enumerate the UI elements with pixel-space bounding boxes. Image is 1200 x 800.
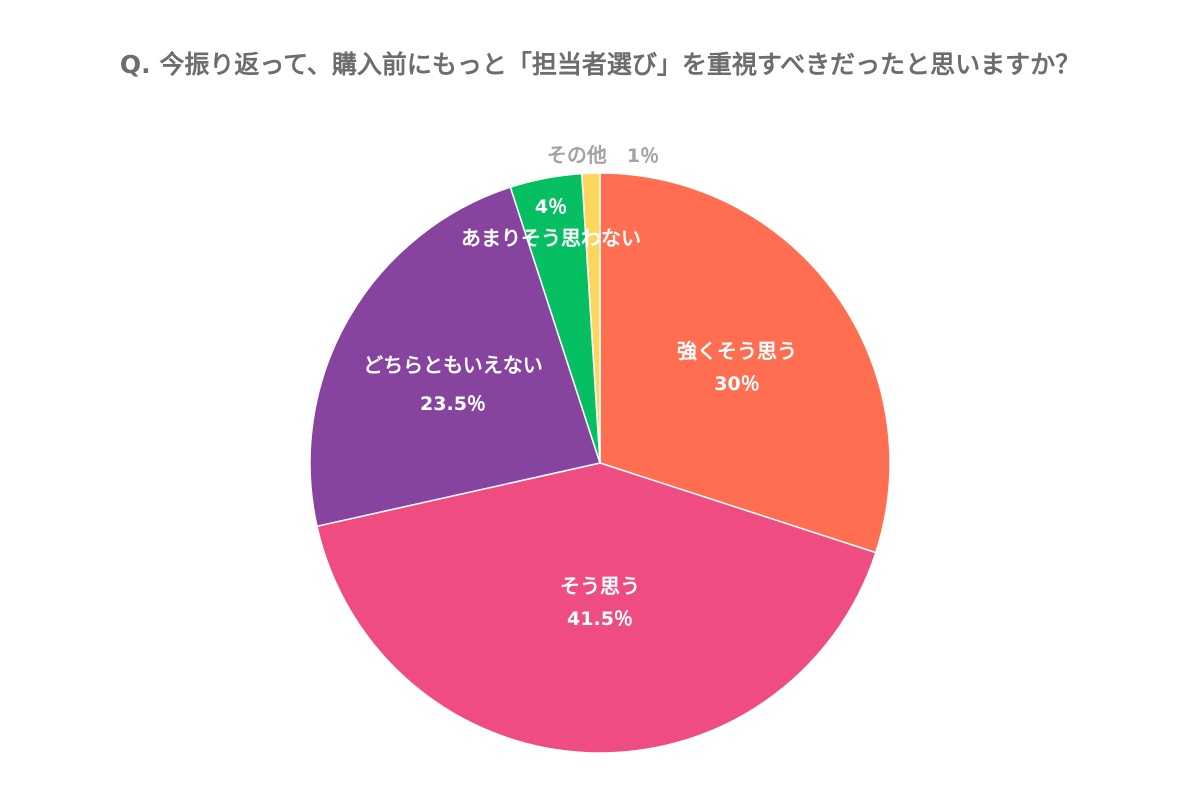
slice-value-label: 41.5％ <box>567 608 633 630</box>
slice-value-label: 30％ <box>714 373 759 395</box>
slice-name-label: そう思う <box>560 574 640 598</box>
slice-name-label: どちらともいえない <box>363 353 543 377</box>
slice-name-label: 強くそう思う <box>677 339 797 363</box>
pie-slice <box>316 462 877 754</box>
chart-title: Q. 今振り返って、購入前にもっと「担当者選び」を重視すべきだったと思いますか？ <box>119 50 1081 79</box>
slice-name-label: あまりそう思わない <box>461 226 641 250</box>
pie-labels: 強くそう思う 30％ そう思う 41.5％ どちらともいえない 23.5％ あまりそう思わな… <box>363 143 797 630</box>
pie-slice <box>309 186 601 528</box>
pie-slice <box>580 172 601 464</box>
slice-value-label: 4％ <box>535 196 567 218</box>
slice-value-label: 23.5％ <box>420 393 486 415</box>
pie-slice <box>599 172 891 554</box>
slice-label: その他 1％ <box>547 143 659 167</box>
pie-slices <box>309 172 891 754</box>
